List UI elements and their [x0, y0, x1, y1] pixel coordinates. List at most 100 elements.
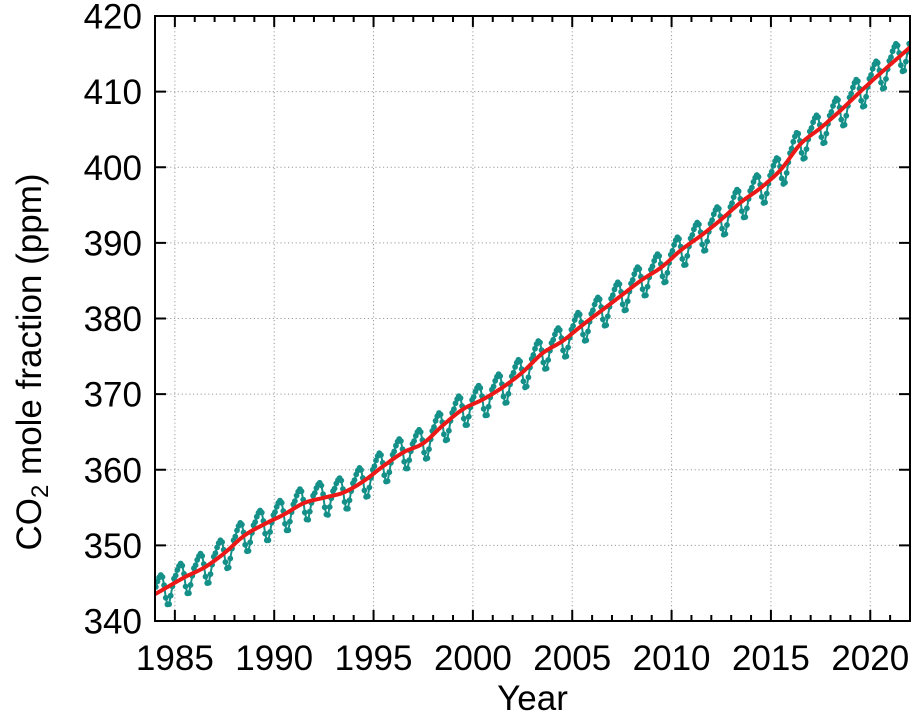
- monthly-marker: [386, 469, 393, 476]
- monthly-marker: [437, 411, 444, 418]
- monthly-marker: [358, 467, 364, 473]
- monthly-marker: [821, 139, 828, 146]
- monthly-marker: [699, 241, 706, 248]
- monthly-marker: [205, 579, 212, 586]
- y-tick-label: 340: [84, 603, 142, 642]
- x-tick-label: 2010: [633, 639, 711, 678]
- monthly-marker: [311, 490, 318, 496]
- monthly-marker: [603, 322, 610, 329]
- y-axis-title-post: mole fraction (ppm): [10, 173, 49, 485]
- monthly-marker: [540, 359, 547, 366]
- monthly-marker: [326, 504, 333, 510]
- monthly-marker: [576, 311, 583, 318]
- monthly-marker: [510, 369, 517, 376]
- monthly-marker: [649, 263, 656, 270]
- monthly-marker: [480, 405, 487, 412]
- monthly-marker: [739, 208, 745, 215]
- monthly-marker: [247, 539, 254, 546]
- monthly-marker: [186, 590, 192, 597]
- monthly-marker: [881, 85, 888, 91]
- monthly-marker: [624, 298, 631, 305]
- monthly-marker: [406, 457, 413, 464]
- monthly-marker: [338, 477, 345, 484]
- monthly-marker: [696, 221, 702, 228]
- monthly-marker: [550, 336, 557, 343]
- x-tick-label: 2020: [831, 639, 909, 678]
- monthly-marker: [287, 518, 293, 525]
- y-axis-title: CO2 mole fraction (ppm): [8, 2, 54, 720]
- monthly-marker: [537, 339, 543, 346]
- y-tick-label: 350: [84, 527, 142, 566]
- monthly-marker: [331, 485, 338, 492]
- monthly-marker: [305, 516, 312, 523]
- monthly-marker: [490, 383, 497, 390]
- monthly-marker: [858, 97, 865, 104]
- monthly-marker: [523, 383, 530, 390]
- monthly-marker: [609, 292, 616, 299]
- monthly-marker: [556, 327, 563, 333]
- monthly-marker: [460, 415, 467, 422]
- monthly-marker: [724, 222, 730, 228]
- monthly-marker: [669, 248, 676, 254]
- monthly-marker: [596, 296, 603, 303]
- monthly-marker: [878, 79, 884, 86]
- monthly-marker: [457, 395, 464, 401]
- monthly-marker: [417, 429, 424, 435]
- monthly-marker: [729, 200, 735, 207]
- monthly-marker: [843, 112, 850, 119]
- monthly-marker: [182, 583, 189, 590]
- monthly-marker: [828, 109, 835, 115]
- monthly-marker: [441, 431, 447, 438]
- y-axis-title-pre: CO: [10, 498, 49, 551]
- x-tick-label: 2000: [434, 639, 512, 678]
- monthly-marker: [242, 541, 249, 548]
- monthly-marker: [373, 457, 379, 464]
- monthly-marker: [272, 509, 278, 515]
- monthly-marker: [282, 520, 288, 527]
- monthly-marker: [818, 134, 825, 141]
- monthly-marker: [172, 572, 179, 579]
- monthly-marker: [166, 601, 173, 608]
- y-tick-label: 410: [84, 73, 142, 112]
- monthly-marker: [715, 205, 722, 212]
- x-tick-label: 2005: [533, 639, 611, 678]
- monthly-marker: [644, 283, 651, 290]
- monthly-marker: [730, 194, 737, 201]
- y-tick-label: 390: [84, 224, 142, 263]
- y-tick-label: 370: [84, 376, 142, 415]
- monthly-marker: [239, 521, 245, 528]
- monthly-marker: [199, 553, 206, 559]
- monthly-marker: [470, 394, 477, 400]
- monthly-marker: [768, 168, 775, 175]
- monthly-marker: [888, 54, 894, 61]
- monthly-marker: [520, 378, 527, 385]
- monthly-marker: [384, 478, 391, 484]
- monthly-marker: [664, 269, 671, 276]
- monthly-marker: [162, 594, 169, 601]
- monthly-marker: [590, 307, 596, 314]
- monthly-marker: [341, 499, 348, 505]
- monthly-marker: [861, 103, 868, 109]
- monthly-marker: [366, 484, 373, 491]
- monthly-marker: [351, 477, 358, 483]
- monthly-marker: [404, 465, 411, 472]
- monthly-marker: [850, 84, 856, 91]
- monthly-marker: [446, 427, 452, 434]
- monthly-marker: [464, 422, 470, 428]
- trend-line: [155, 45, 910, 597]
- monthly-marker: [202, 573, 209, 580]
- monthly-marker: [629, 277, 636, 283]
- x-axis-title: Year: [155, 681, 910, 716]
- plot-border: [154, 15, 911, 622]
- monthly-marker: [802, 155, 808, 161]
- monthly-marker: [219, 539, 226, 545]
- tick-labels: 340 350 360 370 380 390 400 410 420 1985 1990 1995 2…: [84, 0, 910, 678]
- monthly-marker: [749, 184, 755, 191]
- monthly-marker: [361, 487, 368, 494]
- monthly-marker: [719, 225, 725, 232]
- monthly-marker: [894, 42, 901, 49]
- monthly-marker: [503, 399, 510, 406]
- monthly-marker: [298, 488, 305, 495]
- y-tick-label: 380: [84, 300, 142, 339]
- monthly-marker: [643, 292, 649, 299]
